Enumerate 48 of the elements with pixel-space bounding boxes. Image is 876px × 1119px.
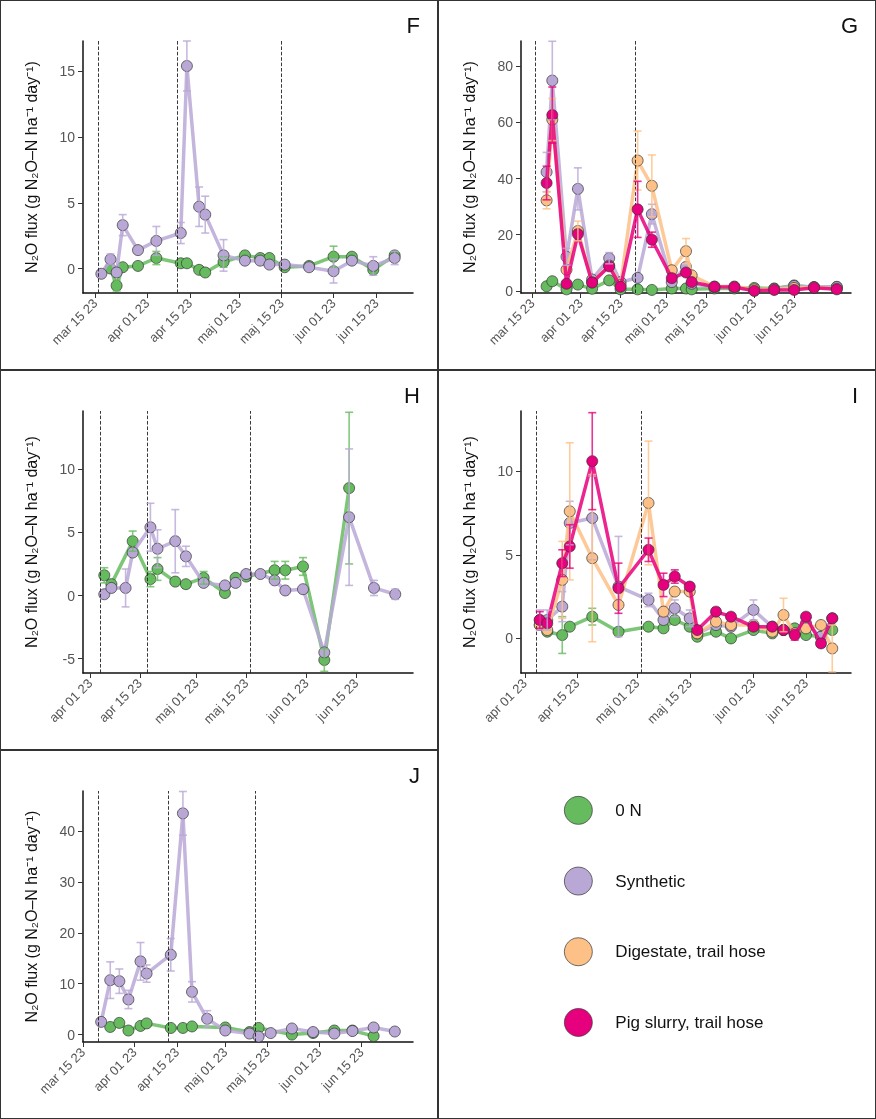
y-tick-label: 0 bbox=[67, 1026, 76, 1043]
y-tick-label: 10 bbox=[59, 461, 76, 478]
y-tick-label: 60 bbox=[497, 114, 514, 131]
y-tick-label: 10 bbox=[59, 975, 76, 992]
chart-title: I bbox=[851, 382, 859, 408]
y-tick-label: 0 bbox=[505, 630, 514, 647]
legend-label: Synthetic bbox=[615, 871, 686, 891]
y-tick-label: 10 bbox=[497, 463, 514, 480]
x-tick-label: mar 15 23 bbox=[48, 295, 101, 348]
y-tick-label: 0 bbox=[67, 587, 76, 604]
x-tick-label: maj 15 23 bbox=[644, 675, 696, 727]
y-tick-label: 80 bbox=[497, 58, 514, 75]
y-tick-label: 5 bbox=[67, 524, 76, 541]
x-tick-label: jun 15 23 bbox=[762, 675, 812, 725]
y-tick-label: 20 bbox=[497, 226, 514, 243]
y-axis-title: N₂O flux (g N₂O–N ha⁻¹ day⁻¹) bbox=[22, 810, 40, 1023]
legend-label: 0 N bbox=[615, 800, 642, 820]
x-tick-label: apr 01 23 bbox=[45, 675, 96, 726]
x-tick-label: maj 15 23 bbox=[200, 675, 252, 727]
x-tick-label: mar 15 23 bbox=[36, 1044, 89, 1097]
y-axis-title: N₂O flux (g N₂O–N ha⁻¹ day⁻¹) bbox=[22, 61, 40, 273]
x-tick-label: maj 01 23 bbox=[591, 675, 643, 727]
y-tick-label: 30 bbox=[59, 874, 76, 891]
y-tick-label: 10 bbox=[59, 129, 76, 146]
x-tick-label: apr 01 23 bbox=[480, 675, 531, 726]
y-tick-label: 40 bbox=[59, 823, 76, 840]
x-tick-label: jun 01 23 bbox=[262, 675, 312, 725]
legend-label: Pig slurry, trail hose bbox=[615, 1012, 764, 1032]
x-tick-label: apr 15 23 bbox=[95, 675, 146, 726]
x-tick-label: apr 15 23 bbox=[533, 675, 583, 726]
y-tick-label: 5 bbox=[67, 194, 76, 211]
y-tick-label: 15 bbox=[59, 63, 76, 80]
x-tick-label: maj 01 23 bbox=[150, 675, 202, 727]
legend-label: Digestate, trail hose bbox=[615, 942, 766, 962]
chart-title: J bbox=[409, 762, 420, 788]
y-tick-label: 5 bbox=[505, 546, 514, 563]
y-axis-title: N₂O flux (g N₂O–N ha⁻¹ day⁻¹) bbox=[460, 61, 478, 273]
x-tick-label: jun 01 23 bbox=[709, 675, 759, 725]
chart-title: H bbox=[404, 382, 420, 408]
chart-title: F bbox=[406, 12, 421, 38]
y-axis-title: N₂O flux (g N₂O–N ha⁻¹ day⁻¹) bbox=[22, 436, 40, 648]
y-tick-label: 40 bbox=[497, 170, 514, 187]
y-axis-title: N₂O flux (g N₂O–N ha⁻¹ day⁻¹) bbox=[460, 436, 478, 648]
chart-title: G bbox=[840, 12, 859, 38]
y-tick-label: 20 bbox=[59, 924, 76, 941]
y-tick-label: -5 bbox=[62, 650, 76, 667]
x-tick-label: jun 15 23 bbox=[312, 675, 362, 725]
y-tick-label: 0 bbox=[67, 260, 76, 277]
